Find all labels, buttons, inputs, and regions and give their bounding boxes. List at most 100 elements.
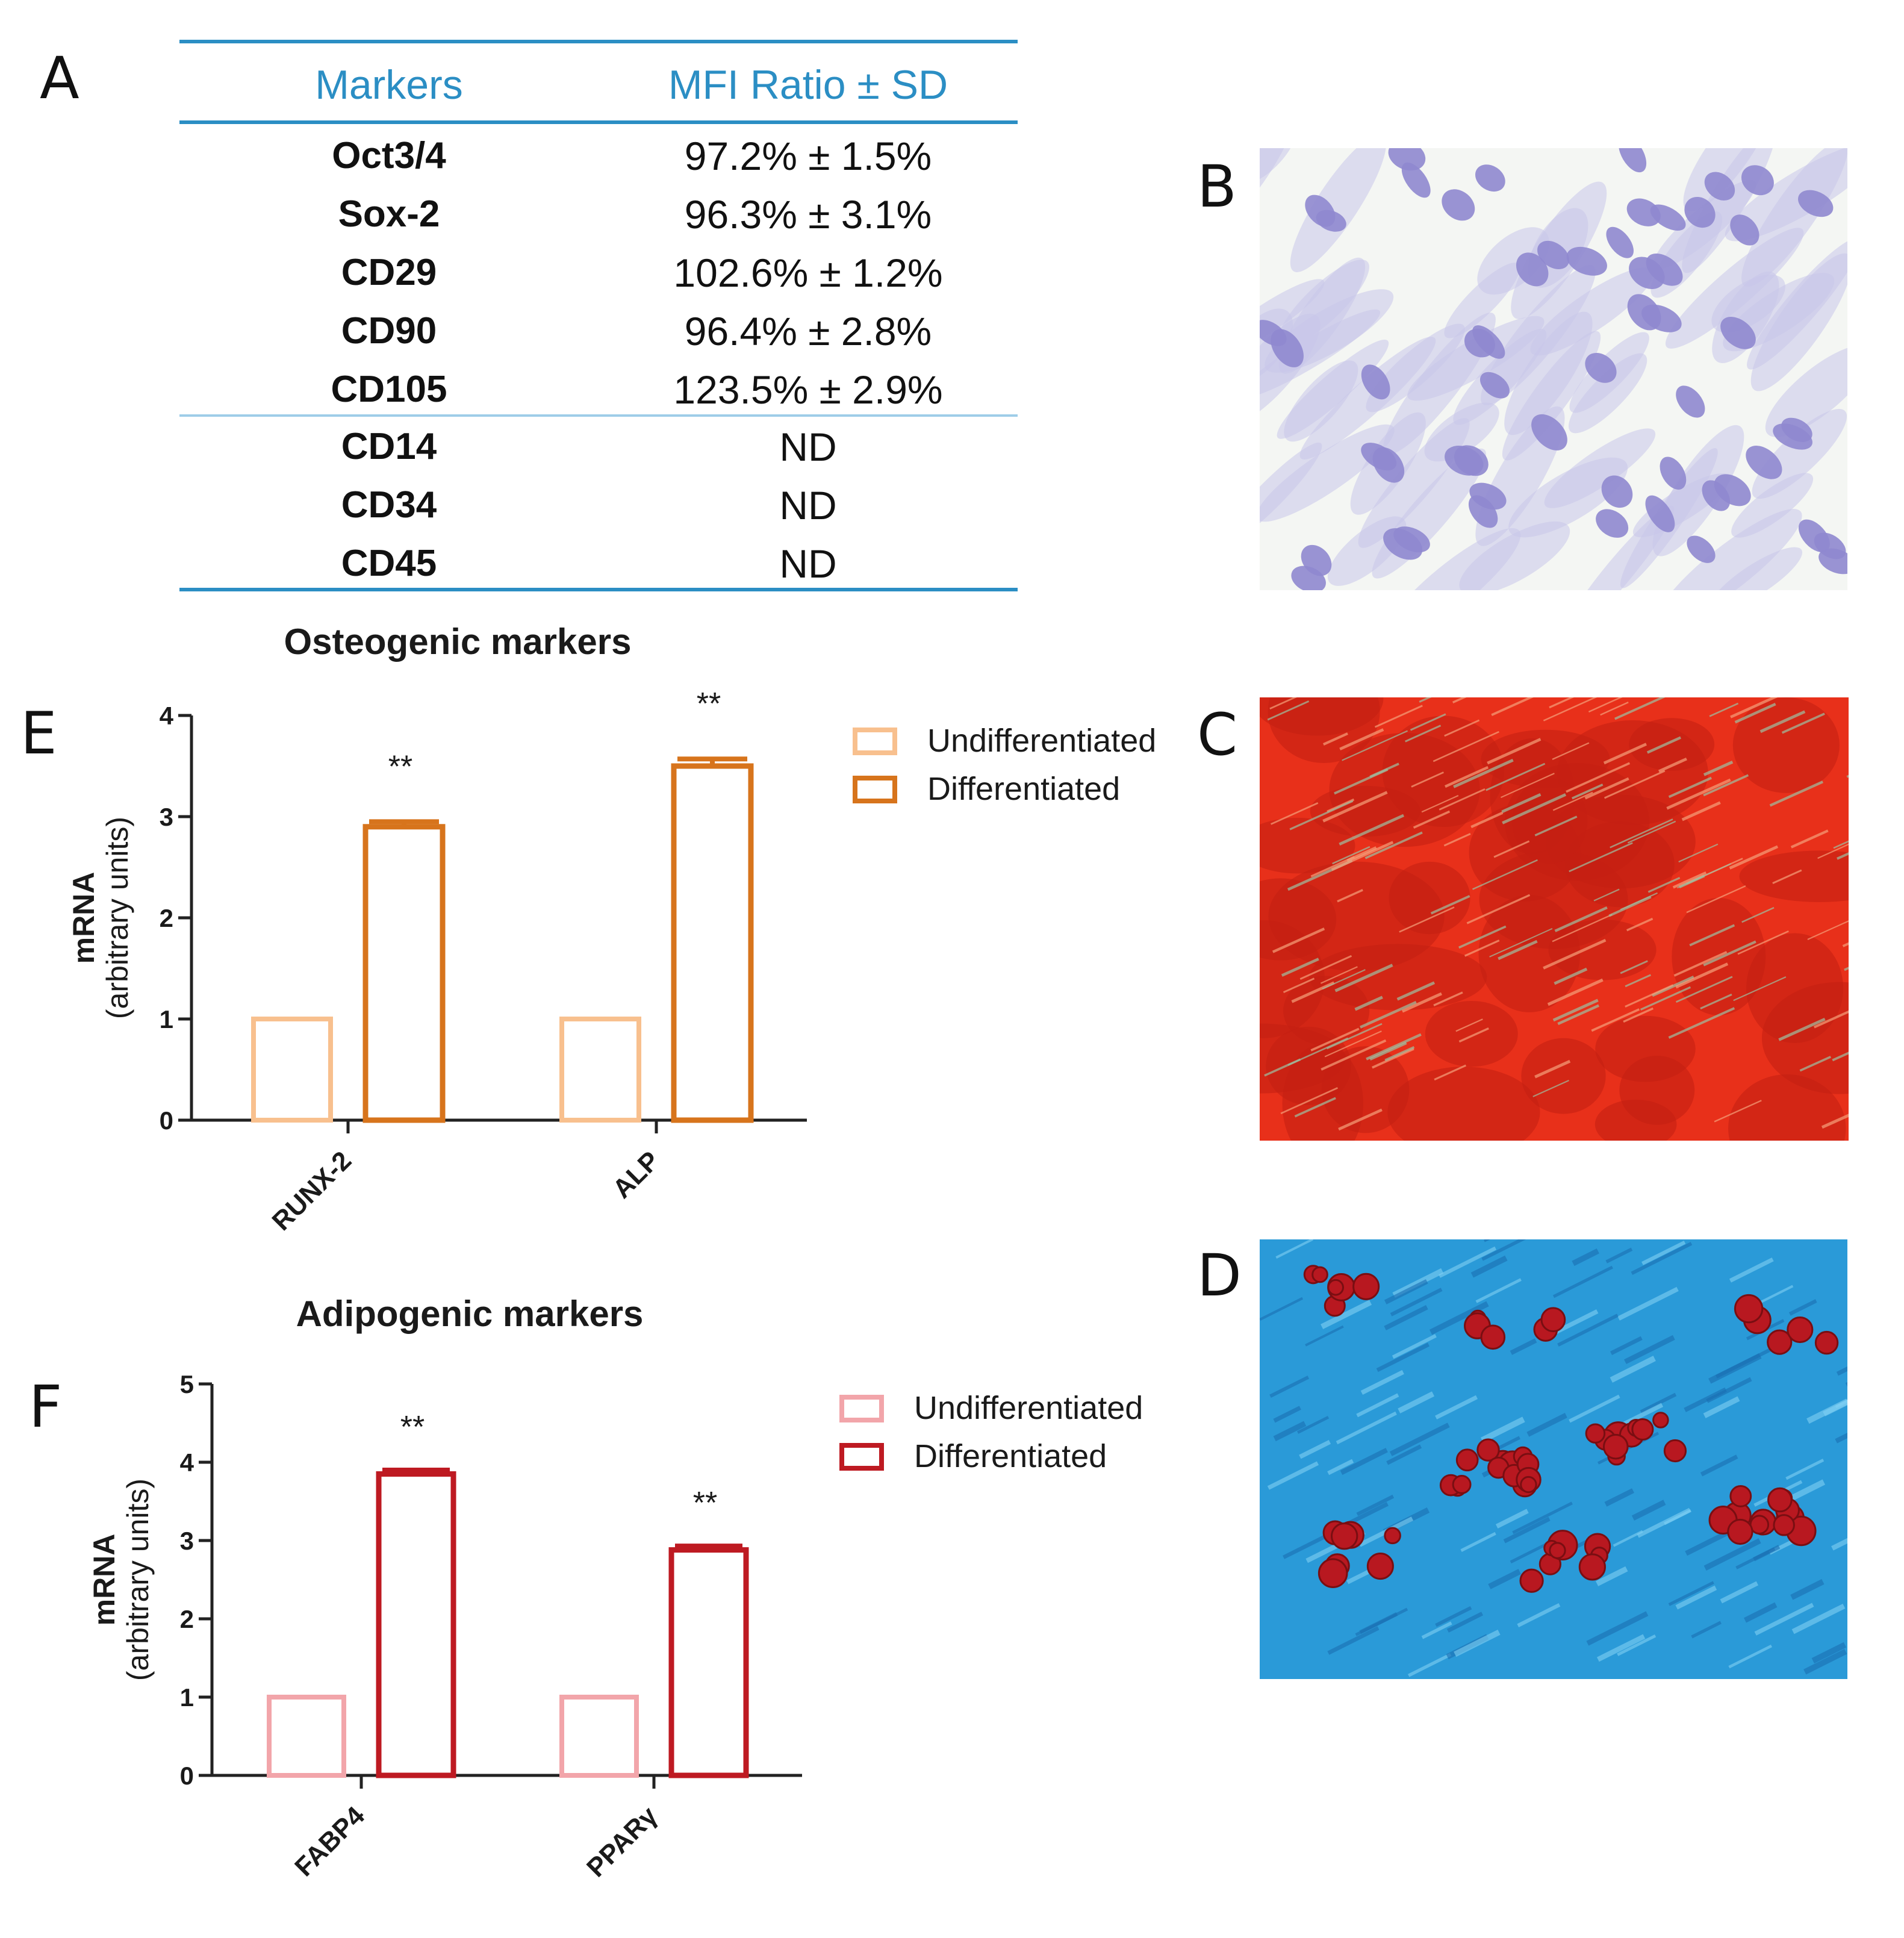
cell-streak	[1460, 1531, 1496, 1552]
cell-streak	[1355, 1607, 1408, 1636]
fiber-streak	[1405, 724, 1442, 743]
table-row-value: ND	[779, 425, 837, 469]
fiber-streak	[1396, 981, 1436, 1001]
cell-streak	[1389, 1422, 1450, 1456]
fiber-streak	[1374, 705, 1423, 728]
cell-streak	[1684, 1387, 1727, 1412]
fiber-streak	[1445, 766, 1489, 788]
cell-nucleus	[1618, 148, 1647, 173]
cell-streak	[1510, 1338, 1537, 1355]
cell-streak	[1392, 1334, 1437, 1359]
fiber-streak	[1534, 1059, 1571, 1079]
fiber-streak	[1324, 1030, 1382, 1058]
micrograph-c	[1260, 697, 1849, 1141]
cell-body	[1260, 279, 1325, 357]
cell-body	[1710, 547, 1803, 590]
stain-deposit	[1732, 697, 1840, 793]
cell-nucleus	[1305, 195, 1336, 227]
cell-nucleus	[1741, 165, 1774, 196]
cell-streak	[1631, 1500, 1666, 1521]
legend-label: Differentiated	[927, 771, 1120, 807]
y-tick-label: 2	[160, 904, 173, 932]
fiber-streak	[1772, 869, 1802, 884]
cell-streak	[1481, 1416, 1525, 1443]
cell-streak	[1398, 1391, 1435, 1413]
y-tick-label: 2	[180, 1605, 194, 1633]
micrograph-c-image	[1260, 697, 1849, 1141]
lipid-droplet	[1773, 1514, 1795, 1536]
bar-differentiated	[362, 824, 446, 1123]
cell-nucleus	[1566, 246, 1607, 276]
legend-swatch	[839, 1395, 884, 1422]
cell-nucleus	[1714, 474, 1751, 506]
cell-streak	[1691, 1621, 1722, 1639]
cell-body	[1747, 238, 1847, 370]
panel-label-f: F	[29, 1373, 63, 1441]
cell-nucleus	[1730, 214, 1759, 246]
cell-body	[1665, 228, 1804, 349]
fiber-streak	[1821, 1114, 1849, 1129]
bar-differentiated	[671, 763, 754, 1123]
cell-streak	[1386, 1444, 1422, 1465]
fiber-streak	[1472, 859, 1538, 890]
fiber-streak	[1310, 1027, 1360, 1052]
lipid-droplet	[1520, 1475, 1537, 1494]
fiber-streak	[1310, 856, 1355, 877]
x-tick-label: RUNX-2	[267, 1145, 357, 1236]
cell-streak	[1327, 1459, 1354, 1475]
table-row-marker: CD105	[331, 369, 447, 410]
fiber-streak	[1552, 914, 1613, 943]
fiber-streak	[1714, 1100, 1762, 1123]
table-row-marker: CD45	[341, 543, 437, 584]
fiber-streak	[1430, 895, 1470, 915]
cell-nucleus	[1531, 414, 1567, 450]
cell-streak	[1503, 1516, 1551, 1544]
fiber-streak	[1700, 993, 1732, 1010]
cell-nucleus	[1516, 252, 1549, 287]
cell-streak	[1557, 1313, 1619, 1347]
cell-streak	[1421, 1621, 1452, 1639]
cell-nucleus	[1818, 548, 1847, 575]
fiber-streak	[1813, 1010, 1849, 1029]
fiber-streak	[1339, 814, 1405, 846]
y-axis-label-line: (arbitrary units)	[101, 817, 134, 1019]
fiber-streak	[1603, 743, 1647, 765]
fiber-streak	[1464, 939, 1500, 957]
cell-streak	[1811, 1642, 1847, 1664]
cell-streak	[1790, 1579, 1825, 1600]
fiber-streak	[1610, 818, 1673, 849]
panel-label-a: A	[40, 45, 79, 112]
fiber-streak	[1322, 969, 1366, 990]
fiber-streak	[1837, 852, 1849, 860]
fiber-streak	[1332, 846, 1370, 865]
cell-nucleus	[1388, 148, 1426, 171]
stain-deposit	[1557, 720, 1708, 825]
fiber-streak	[1703, 761, 1734, 776]
fiber-streak	[1737, 930, 1789, 955]
fiber-streak	[1703, 774, 1749, 797]
fiber-streak	[1322, 732, 1348, 746]
cell-nucleus	[1720, 317, 1756, 349]
cell-nucleus	[1479, 372, 1510, 399]
stain-deposit	[1739, 850, 1849, 902]
fiber-streak	[1338, 1108, 1383, 1131]
legend-label: Differentiated	[914, 1438, 1107, 1474]
fiber-streak	[1640, 986, 1691, 1011]
cell-body	[1260, 424, 1395, 522]
cell-streak	[1610, 1356, 1656, 1383]
cell-streak	[1340, 1448, 1388, 1475]
fiber-streak	[1369, 1041, 1407, 1061]
panel-label-b: B	[1197, 153, 1237, 220]
fiber-streak	[1411, 771, 1444, 788]
y-tick-label: 1	[160, 1005, 173, 1033]
cell-nucleus	[1401, 162, 1431, 198]
stain-deposit	[1479, 850, 1628, 949]
fiber-streak	[1608, 896, 1652, 917]
fiber-streak	[1647, 877, 1681, 893]
fiber-streak	[1320, 966, 1358, 984]
fiber-streak	[1452, 697, 1467, 703]
fiber-streak	[1709, 702, 1739, 717]
legend-swatch	[839, 1443, 884, 1471]
fiber-streak	[1658, 757, 1687, 773]
fiber-streak	[1458, 925, 1507, 949]
